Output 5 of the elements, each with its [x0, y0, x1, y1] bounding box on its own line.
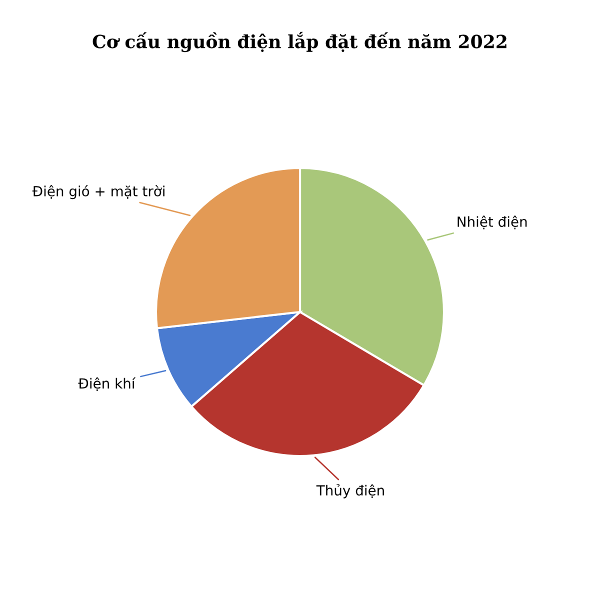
slice-label: Điện gió + mặt trời: [32, 185, 164, 200]
chart-title: Cơ cấu nguồn điện lắp đặt đến năm 2022: [92, 32, 506, 52]
slice-label: Nhiệt điện: [458, 216, 527, 230]
slice-label: Thủy điện: [316, 484, 384, 498]
slice-label: Điện khí: [78, 377, 136, 392]
